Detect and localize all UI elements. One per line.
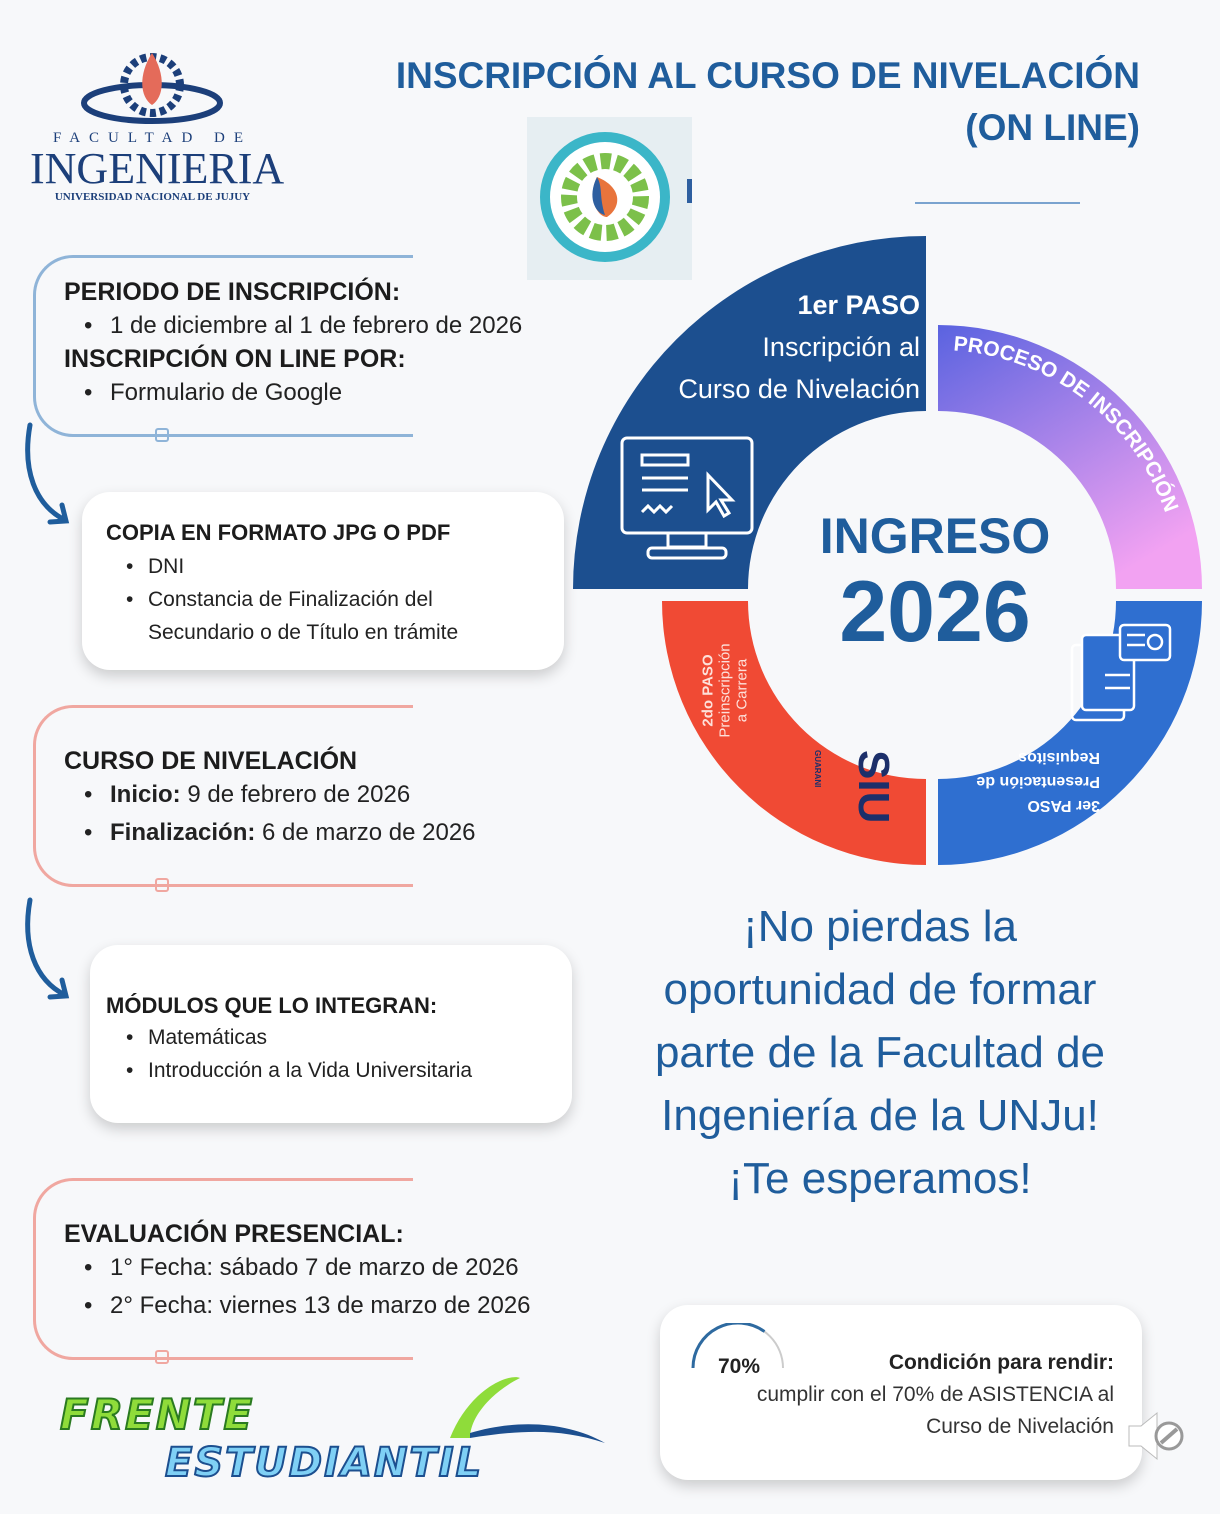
step3-line1: Presentación de bbox=[976, 773, 1100, 790]
step2-text: 2do PASO Preinscripción a Carrera bbox=[700, 606, 751, 776]
step2-line1: Preinscripción bbox=[716, 643, 734, 738]
faculty-emblem-icon bbox=[81, 53, 223, 124]
copia-card: COPIA EN FORMATO JPG O PDF DNIConstancia… bbox=[82, 492, 564, 670]
item-value: 9 de febrero de 2026 bbox=[187, 781, 411, 808]
slogan: ¡No pierdas la oportunidad de formar par… bbox=[600, 895, 1160, 1210]
faculty-logo: FACULTAD DE INGENIERIA UNIVERSIDAD NACIO… bbox=[30, 130, 285, 203]
logo-line-3: UNIVERSIDAD NACIONAL DE JUJUY bbox=[54, 191, 251, 203]
item-label: Finalización: bbox=[110, 819, 256, 846]
siu-logo-text: SIU bbox=[849, 750, 898, 824]
curso-heading: CURSO DE NIVELACIÓN bbox=[64, 747, 358, 775]
list-item: Inicio: 9 de febrero de 2026 bbox=[64, 776, 476, 814]
slogan-line: ¡Te esperamos! bbox=[728, 1154, 1032, 1203]
list-item: DNI bbox=[106, 550, 540, 583]
curso-section: CURSO DE NIVELACIÓN Inicio: 9 de febrero… bbox=[64, 747, 476, 852]
list-item: Introducción a la Vida Universitaria bbox=[106, 1054, 556, 1087]
down-arrow-icon bbox=[25, 422, 70, 525]
periodo-section: PERIODO DE INSCRIPCIÓN: 1 de diciembre a… bbox=[64, 278, 522, 412]
percent-gauge-fill bbox=[691, 1323, 766, 1369]
list-item: 1 de diciembre al 1 de febrero de 2026 bbox=[64, 307, 522, 345]
evaluacion-section: EVALUACIÓN PRESENCIAL: 1° Fecha: sábado … bbox=[64, 1220, 531, 1325]
frente-swoosh-icon bbox=[450, 1377, 605, 1443]
frente-logo-line2: ESTUDIANTIL bbox=[164, 1439, 484, 1487]
condicion-title: Condición para rendir: bbox=[888, 1351, 1114, 1374]
slogan-line: parte de la Facultad de bbox=[654, 1028, 1106, 1077]
gear-logo-image bbox=[527, 117, 692, 280]
ingreso-year: 2026 bbox=[839, 564, 1031, 660]
step1-title: 1er PASO bbox=[797, 290, 920, 320]
ingreso-label: INGRESO bbox=[819, 508, 1051, 564]
down-arrow-icon bbox=[25, 897, 70, 1000]
siu-logo: SIU GUARANI bbox=[795, 750, 898, 860]
step2-title: 2do PASO bbox=[699, 654, 717, 727]
bracket-marker bbox=[155, 428, 169, 442]
muted-speaker-icon[interactable] bbox=[1125, 1410, 1187, 1462]
monitor-form-icon bbox=[620, 436, 754, 560]
item-value: 6 de marzo de 2026 bbox=[262, 819, 476, 846]
condicion-line1: cumplir con el 70% de ASISTENCIA al bbox=[756, 1383, 1114, 1406]
percent-label: 70% bbox=[718, 1355, 761, 1378]
ingreso-ring: PROCESO DE INSCRIPCIÓN bbox=[573, 236, 1202, 865]
step3-line2: Requisitos bbox=[1018, 749, 1100, 766]
evaluacion-bracket bbox=[33, 1178, 413, 1360]
bracket-marker bbox=[155, 878, 169, 892]
condicion-text: cumplir con el 70% de ASISTENCIA al Curs… bbox=[757, 1379, 1114, 1443]
list-item: Finalización: 6 de marzo de 2026 bbox=[64, 814, 476, 852]
title-line-2: (ON LINE) bbox=[965, 107, 1140, 148]
list-item: 1° Fecha: sábado 7 de marzo de 2026 bbox=[64, 1249, 531, 1287]
slogan-line: ¡No pierdas la bbox=[743, 902, 1017, 951]
gear-logo-icon bbox=[540, 132, 692, 262]
ingreso-center: INGRESO 2026 bbox=[780, 505, 1090, 657]
page-title: INSCRIPCIÓN AL CURSO DE NIVELACIÓN (ON L… bbox=[396, 50, 1140, 154]
step3-title: 3er PASO bbox=[1027, 797, 1100, 814]
step1-segment bbox=[573, 236, 926, 589]
list-item: Constancia de Finalización del Secundari… bbox=[106, 583, 540, 649]
step2-line2: a Carrera bbox=[733, 658, 751, 723]
curso-bracket bbox=[33, 705, 413, 887]
periodo-heading: PERIODO DE INSCRIPCIÓN: bbox=[64, 278, 401, 306]
evaluacion-heading: EVALUACIÓN PRESENCIAL: bbox=[64, 1220, 404, 1248]
step2-segment bbox=[662, 601, 926, 865]
frente-logo-line1: FRENTE bbox=[59, 1389, 255, 1440]
slogan-line: Ingeniería de la UNJu! bbox=[661, 1091, 1099, 1140]
logo-line-2: INGENIERIA bbox=[30, 144, 285, 193]
process-segment bbox=[938, 325, 1202, 589]
logo-line-1: FACULTAD DE bbox=[52, 130, 253, 146]
bracket-marker bbox=[155, 1350, 169, 1364]
slogan-line: oportunidad de formar bbox=[663, 965, 1097, 1014]
step1-line2: Curso de Nivelación bbox=[678, 374, 920, 404]
step1-line1: Inscripción al bbox=[762, 332, 920, 362]
modulos-card: MÓDULOS QUE LO INTEGRAN: MatemáticasIntr… bbox=[90, 945, 572, 1123]
condicion-line2: Curso de Nivelación bbox=[926, 1415, 1114, 1438]
step3-segment bbox=[938, 601, 1202, 865]
condicion-card: 70% Condición para rendir: cumplir con e… bbox=[660, 1305, 1142, 1480]
title-line-1: INSCRIPCIÓN AL CURSO DE NIVELACIÓN bbox=[395, 55, 1140, 96]
step1-text: 1er PASO Inscripción al Curso de Nivelac… bbox=[640, 284, 920, 410]
item-label: Inicio: bbox=[110, 781, 181, 808]
modulos-heading: MÓDULOS QUE LO INTEGRAN: bbox=[106, 993, 438, 1018]
title-underline bbox=[915, 202, 1080, 204]
percent-gauge bbox=[691, 1323, 784, 1369]
periodo-bracket bbox=[33, 255, 413, 437]
documents-icon bbox=[1070, 623, 1172, 722]
list-item: Formulario de Google bbox=[64, 374, 522, 412]
copia-heading: COPIA EN FORMATO JPG O PDF bbox=[106, 520, 451, 545]
online-heading: INSCRIPCIÓN ON LINE POR: bbox=[64, 345, 406, 373]
list-item: Matemáticas bbox=[106, 1021, 556, 1054]
siu-logo-sub: GUARANI bbox=[813, 750, 822, 788]
step3-text: 3er PASO Presentación de Requisitos bbox=[950, 745, 1100, 817]
list-item: 2° Fecha: viernes 13 de marzo de 2026 bbox=[64, 1287, 531, 1325]
